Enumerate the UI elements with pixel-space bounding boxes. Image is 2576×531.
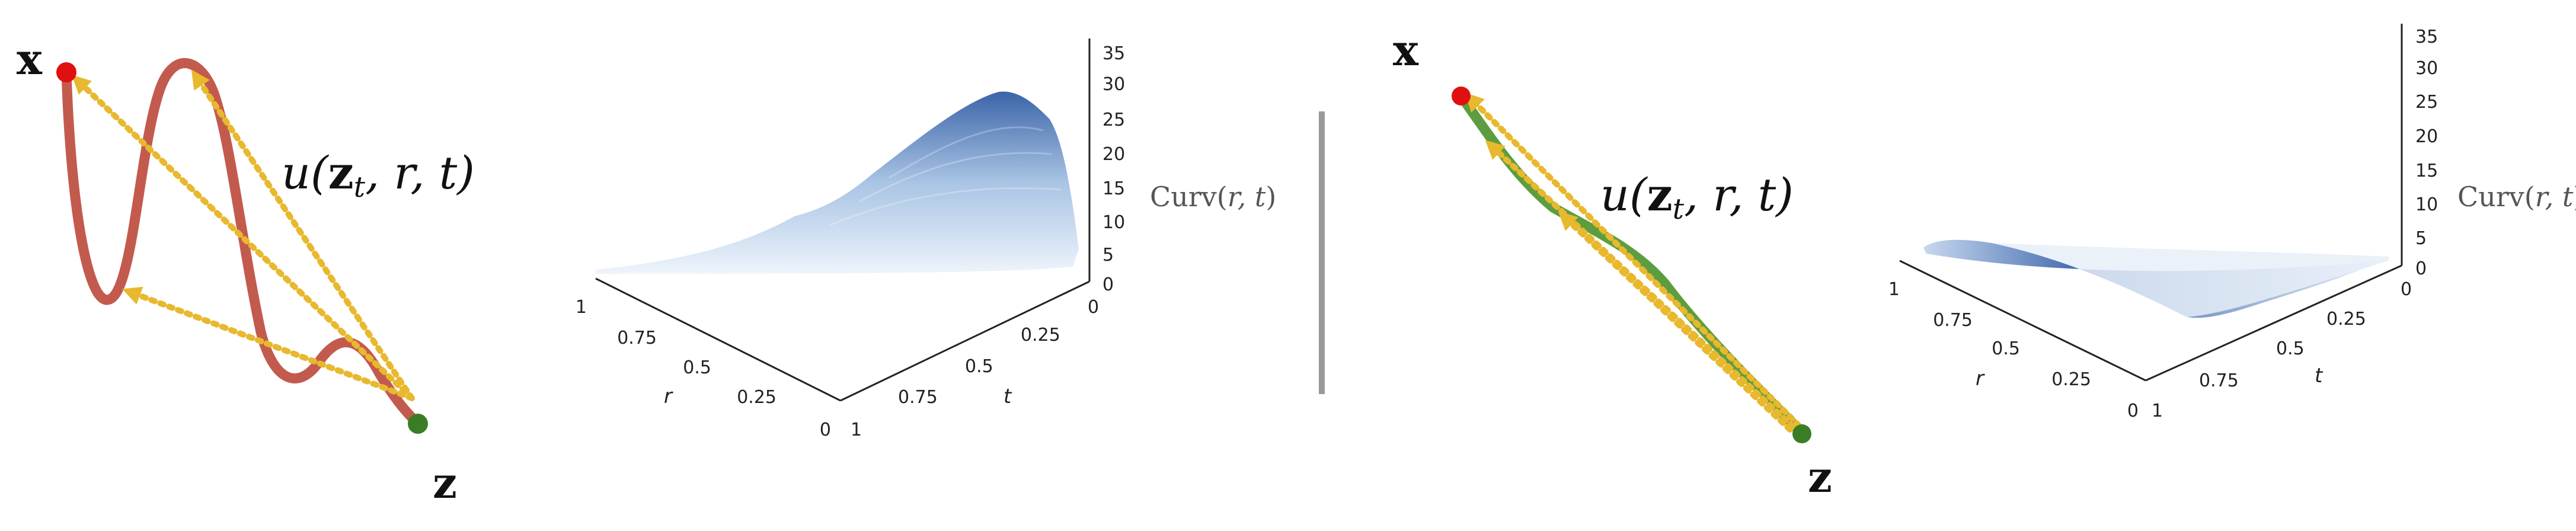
right-zlabel: Curv(r, t) [2457,181,2576,213]
left-ylabel: t [1003,385,1012,408]
right-z-tick: 20 [2415,126,2438,147]
right-arrow-1 [1464,92,1802,428]
right-flow-diagram: x z u(zt, r, t) [1393,25,1832,502]
right-flow-label: u(zt, r, t) [1600,168,1794,226]
right-start-point [1452,87,1471,105]
right-z-tick: 30 [2415,58,2438,79]
left-arrow-to-peak [191,69,415,401]
left-z-tick: 5 [1102,245,1114,266]
left-y-tick: 0.75 [898,387,938,408]
left-end-point [408,414,428,434]
right-axes [1899,24,2403,382]
left-y-ticks: 1 0.75 0.5 0.25 0 [851,297,1099,440]
left-x-ticks: 1 0.75 0.5 0.25 0 [576,297,831,440]
right-surface-chart: 1 0.75 0.5 0.25 0 1 0.75 0.5 0.25 0 0 5 … [1888,24,2576,421]
left-axes [595,39,1091,402]
left-z-ticks: 0 5 10 15 20 25 30 35 [1102,43,1125,295]
left-surface-chart: 1 0.75 0.5 0.25 0 1 0.75 0.5 0.25 0 0 5 … [576,39,1276,440]
right-x-tick: 1 [1888,279,1900,300]
left-y-tick: 0.5 [965,356,993,377]
right-arrow-3 [1558,211,1793,433]
left-y-tick: 0 [1088,297,1099,318]
right-x-tick: 0.5 [1992,338,2020,359]
right-x-tick: 0.75 [1933,310,1973,331]
right-y-ticks: 1 0.75 0.5 0.25 0 [2152,279,2412,421]
right-ylabel: t [2315,364,2323,388]
left-flow-label: u(zt, r, t) [282,146,475,204]
right-arrows [1464,92,1802,433]
right-z-tick: 25 [2415,92,2438,113]
left-surface [596,91,1079,274]
right-z-tick: 35 [2415,27,2438,47]
left-z-tick: 10 [1102,212,1125,233]
right-z-label: z [1808,452,1832,502]
right-y-tick: 0.25 [2326,309,2366,330]
left-z-label: z [433,458,457,508]
left-start-point [56,62,76,82]
right-x-ticks: 1 0.75 0.5 0.25 0 [1888,279,2139,421]
right-end-point [1792,424,1811,443]
left-flow-diagram: x z u(zt, r, t) [17,34,475,508]
left-z-tick: 35 [1102,43,1125,64]
right-x-label: x [1393,25,1419,75]
left-arrow-to-x [71,75,415,401]
left-arrows [71,69,415,401]
left-surface-streaks [829,126,1062,226]
left-x-tick: 0.75 [617,328,657,348]
left-x-tick: 1 [576,297,587,318]
right-z-ticks: 0 5 10 15 20 25 30 35 [2415,27,2438,279]
right-y-tick: 0.5 [2276,338,2305,359]
left-x-tick: 0 [820,420,831,440]
left-y-tick: 1 [851,420,862,440]
left-z-tick: 20 [1102,144,1125,165]
right-trajectory-curve [1456,91,1807,438]
left-x-label: x [17,34,43,84]
left-z-tick: 15 [1102,178,1125,199]
right-arrow-2 [1485,140,1796,430]
right-z-tick: 5 [2415,228,2427,249]
right-y-tick: 0 [2401,279,2412,300]
left-z-tick: 25 [1102,110,1125,130]
right-z-tick: 0 [2415,258,2427,279]
right-xlabel: r [1976,367,1985,391]
left-x-tick: 0.5 [683,357,711,378]
right-y-tick: 1 [2152,401,2163,421]
right-y-tick: 0.75 [2199,370,2239,391]
left-z-tick: 30 [1102,74,1125,95]
right-x-tick: 0 [2127,401,2139,421]
left-xlabel: r [664,385,673,408]
left-z-tick: 0 [1102,274,1114,295]
left-y-tick: 0.25 [1021,325,1060,346]
left-zlabel: Curv(r, t) [1150,181,1276,213]
right-z-tick: 10 [2415,194,2438,215]
right-x-tick: 0.25 [2051,369,2091,390]
right-surface-fade [1992,243,2389,317]
left-x-tick: 0.25 [737,387,776,408]
right-z-tick: 15 [2415,161,2438,181]
left-arrow-to-valley [122,286,415,401]
